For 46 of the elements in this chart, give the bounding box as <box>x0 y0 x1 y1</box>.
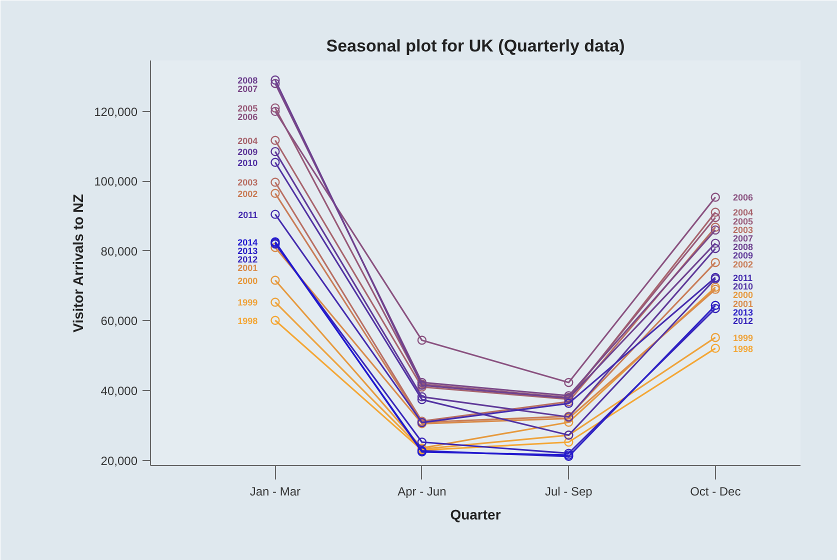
series-label: 2000 <box>238 276 258 286</box>
text: 2006 <box>733 192 754 203</box>
text: 1999 <box>733 332 754 343</box>
series-label: 2007 <box>238 84 258 94</box>
series-label: 2005 <box>238 103 258 114</box>
text: 1998 <box>733 344 754 354</box>
text: 2002 <box>733 259 754 270</box>
series-label: 2001 <box>733 298 754 309</box>
text: 2008 <box>733 242 754 252</box>
x-tick-label: Apr - Jun <box>398 484 446 498</box>
x-tick-label: Jan - Mar <box>250 484 301 498</box>
y-tick-label: 40,000 <box>100 384 138 398</box>
series-label: 2003 <box>238 178 258 188</box>
text: 2003 <box>733 224 754 235</box>
series-label: 2010 <box>238 158 258 168</box>
y-tick-label: 100,000 <box>94 174 138 189</box>
series-label: 2014 <box>238 237 258 248</box>
series-label: 2012 <box>733 316 754 326</box>
text: 2012 <box>238 254 258 265</box>
y-tick-label: 60,000 <box>100 314 138 328</box>
y-tick-label: 80,000 <box>100 244 138 258</box>
series-label: 2002 <box>238 188 258 199</box>
y-tick-label: 120,000 <box>94 104 138 119</box>
text: 2010 <box>733 282 754 292</box>
y-tick-label: 20,000 <box>100 454 138 468</box>
text: 2009 <box>733 250 754 261</box>
text: 2004 <box>733 208 754 218</box>
text: 2001 <box>238 263 258 274</box>
series-label: 2013 <box>733 307 754 318</box>
series-label: 2009 <box>238 147 258 158</box>
series-label: 2006 <box>238 112 258 122</box>
text: 2007 <box>733 234 754 244</box>
series-label: 2008 <box>238 76 258 86</box>
text: 2000 <box>733 290 754 300</box>
chart-title: Seasonal plot for UK (Quarterly data) <box>326 36 625 56</box>
series-label: 2011 <box>238 210 258 220</box>
series-label: 1999 <box>238 298 258 308</box>
text: 2011 <box>733 272 753 283</box>
x-tick-label: Oct - Dec <box>690 484 741 498</box>
x-tick-label: Jul - Sep <box>544 484 593 498</box>
text: 2013 <box>238 246 258 256</box>
y-axis-title: Visitor Arrivals to NZ <box>70 194 86 332</box>
series-label: 2004 <box>238 136 258 146</box>
series-label: 1998 <box>238 316 258 326</box>
x-axis-title: Quarter <box>450 506 502 522</box>
text: 2005 <box>733 216 754 226</box>
